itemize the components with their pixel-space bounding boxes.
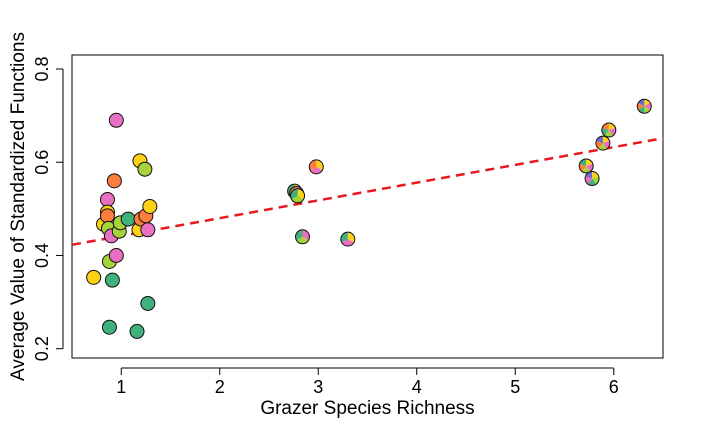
data-point [101, 319, 117, 335]
plot-frame [71, 54, 664, 359]
data-point [290, 188, 306, 204]
y-tick-label: 0.4 [32, 243, 52, 268]
x-tick-label: 5 [510, 377, 520, 397]
data-point [584, 171, 600, 187]
data-point [108, 247, 124, 263]
data-point [142, 199, 158, 214]
data-point [140, 222, 156, 238]
trendline-layer [71, 137, 664, 247]
x-axis-title: Grazer Species Richness [260, 398, 474, 419]
y-axis-title: Average Value of Standardized Functions [8, 32, 29, 381]
points-layer [86, 98, 652, 339]
data-point [578, 158, 594, 174]
x-tick-label: 1 [116, 377, 126, 397]
data-point [636, 98, 652, 114]
y-tick-label: 0.2 [32, 336, 52, 361]
trendline [71, 137, 664, 247]
data-point [595, 135, 611, 151]
data-point [601, 122, 617, 138]
data-point [99, 208, 115, 224]
data-point [99, 192, 115, 208]
data-point [140, 295, 156, 311]
data-point [137, 161, 153, 177]
x-tick-label: 4 [412, 377, 422, 397]
data-point [340, 231, 356, 247]
y-tick-label: 0.6 [32, 150, 52, 175]
x-axis: 1 2 3 4 5 6 [116, 367, 619, 397]
y-axis: 0.2 0.4 0.6 0.8 [32, 56, 64, 361]
data-point [108, 112, 124, 128]
data-point [294, 229, 310, 245]
data-point [129, 323, 145, 339]
x-tick-label: 6 [609, 377, 619, 397]
data-point [104, 272, 120, 288]
x-tick-label: 3 [313, 377, 323, 397]
data-point [120, 211, 136, 227]
data-point [106, 173, 122, 189]
data-point [86, 269, 102, 285]
y-tick-label: 0.8 [32, 56, 52, 81]
x-tick-label: 2 [215, 377, 225, 397]
data-point [308, 159, 324, 175]
